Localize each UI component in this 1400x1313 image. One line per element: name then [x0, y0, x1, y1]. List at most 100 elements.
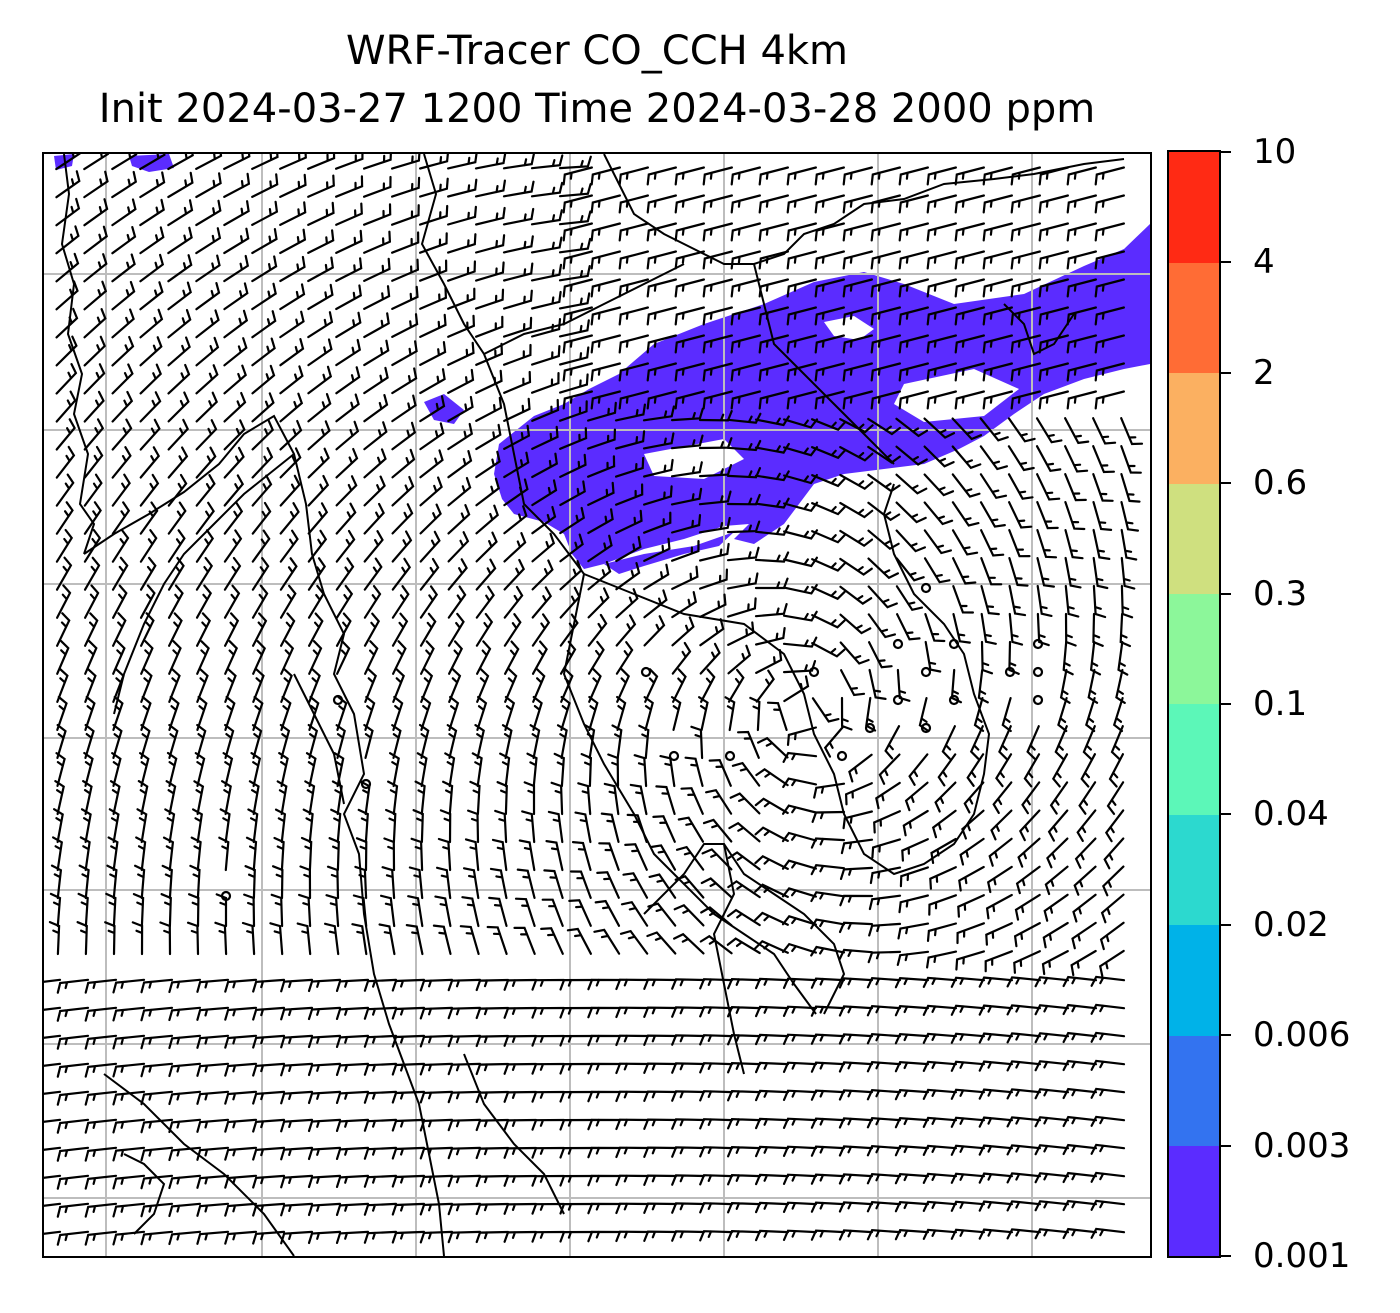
wind-barb — [781, 942, 817, 954]
wind-barb — [754, 603, 788, 618]
wind-barb — [331, 780, 343, 816]
wind-barb — [950, 1004, 986, 1016]
wind-barb — [619, 929, 649, 955]
wind-barb — [335, 229, 363, 254]
wind-barb — [50, 864, 63, 900]
wind-barb — [587, 508, 614, 535]
wind-barb — [652, 815, 676, 843]
wind-barb — [898, 250, 929, 270]
wind-barb — [83, 501, 102, 535]
wind-barb — [1098, 949, 1125, 978]
wind-barb — [674, 250, 705, 270]
wind-barb — [810, 1005, 846, 1017]
wind-barb — [646, 194, 677, 214]
wind-barb — [112, 612, 127, 647]
wind-barb — [475, 978, 510, 992]
wind-barb — [252, 668, 265, 703]
wind-barb — [1066, 334, 1097, 354]
wind-barb — [1006, 1116, 1042, 1128]
wind-barb — [279, 228, 307, 255]
wind-barb — [83, 198, 109, 227]
wind-barb — [112, 1202, 146, 1218]
wind-barb — [838, 977, 874, 989]
wind-barb — [1008, 584, 1027, 617]
wind-barb — [44, 1230, 62, 1235]
wind-barb — [140, 640, 154, 675]
wind-barb — [280, 1230, 314, 1245]
wind-barb — [447, 233, 477, 254]
wind-barb — [279, 392, 304, 423]
wind-barb — [305, 752, 317, 788]
wind-barb — [1120, 445, 1142, 474]
wind-barb — [363, 175, 392, 198]
wind-barb — [364, 640, 379, 675]
wind-barb — [643, 1034, 678, 1046]
wind-barb — [811, 502, 846, 516]
wind-barb — [957, 894, 985, 918]
wind-barb — [55, 307, 79, 339]
wind-barb — [1010, 362, 1041, 382]
wind-barb — [363, 257, 391, 282]
wind-barb — [814, 390, 845, 410]
wind-barb — [699, 1174, 734, 1186]
wind-barb — [1064, 501, 1086, 531]
wind-barb — [84, 1090, 118, 1106]
wind-barb — [998, 725, 1012, 760]
wind-barb — [106, 864, 118, 900]
wind-barb — [814, 166, 845, 186]
wind-barb — [188, 893, 200, 928]
wind-barb — [44, 1146, 62, 1151]
wind-barb — [979, 445, 1008, 471]
wind-barb — [978, 1060, 1014, 1072]
wind-barb — [531, 505, 557, 535]
wind-barb — [979, 473, 1008, 500]
wind-barb — [247, 808, 259, 844]
wind-barb — [559, 1174, 594, 1187]
wind-barb — [786, 166, 817, 186]
wind-barb — [950, 1116, 986, 1128]
wind-barb — [587, 1006, 622, 1019]
wind-barb — [335, 557, 355, 591]
wind-barb — [1010, 250, 1041, 270]
wind-barb — [956, 922, 985, 945]
wind-barb — [447, 287, 476, 310]
wind-barb — [139, 752, 150, 787]
wind-barb — [674, 362, 705, 382]
wind-barb — [782, 977, 818, 989]
wind-barb — [646, 306, 677, 326]
wind-barb — [673, 903, 705, 927]
wind-barb — [389, 752, 400, 788]
wind-barb — [1038, 306, 1069, 326]
wind-barb — [950, 1200, 986, 1212]
map-panel[interactable] — [42, 152, 1152, 1258]
wind-barb — [139, 446, 161, 479]
wind-barb — [781, 859, 817, 870]
wind-barb — [618, 334, 649, 354]
wind-barb — [279, 723, 291, 759]
wind-barb — [447, 450, 473, 479]
wind-barb — [894, 1060, 930, 1073]
wind-barb — [559, 533, 584, 563]
wind-barb — [419, 978, 454, 992]
wind-barb — [363, 421, 388, 451]
wind-barb — [223, 309, 249, 339]
wind-barb — [698, 516, 731, 534]
wind-barb — [811, 586, 846, 601]
wind-barb — [926, 922, 957, 942]
wind-barb — [139, 529, 158, 563]
wind-barb — [56, 1034, 90, 1050]
wind-barb — [908, 753, 929, 786]
wind-barb — [131, 921, 144, 956]
wind-barb — [838, 1005, 874, 1017]
wind-barb — [1120, 584, 1134, 619]
wind-barb — [335, 978, 370, 992]
wind-barb — [556, 724, 568, 760]
wind-barb — [1064, 556, 1082, 589]
wind-barb — [84, 1062, 118, 1078]
wind-barb — [518, 839, 536, 872]
wind-barb — [56, 584, 72, 619]
wind-barb — [44, 1202, 62, 1207]
wind-barb — [307, 557, 327, 591]
wind-barb — [111, 335, 135, 367]
wind-barb — [195, 529, 215, 563]
